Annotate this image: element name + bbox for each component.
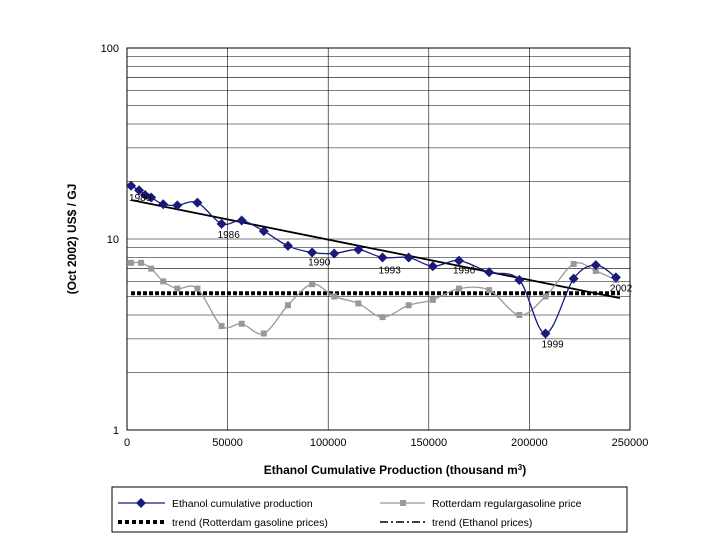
trend-ethanol-line [130,199,621,300]
year-annotation: 1990 [308,257,331,268]
rotterdam-point [128,259,135,266]
rotterdam-point [309,281,316,288]
ethanol-point [610,272,621,283]
rotterdam-point [592,267,599,274]
legend-trend-ethanol-label: trend (Ethanol prices) [432,517,532,529]
x-tick-label: 0 [124,437,130,449]
rotterdam-point [194,285,201,292]
ethanol-point [353,244,364,255]
x-axis-title: Ethanol Cumulative Production (thousand … [264,463,526,478]
rotterdam-point [542,293,549,300]
year-annotation: 1999 [541,340,564,351]
ticks-layer: 0 50000 100000 150000 200000 250000 1 10 100 [101,43,649,449]
legend-rotterdam-label: Rotterdam regulargasoline price [432,498,582,510]
rotterdam-point [355,300,362,307]
year-annotation: 1996 [453,266,476,277]
legend-trend-rotterdam-label: trend (Rotterdam gasoline prices) [172,517,328,529]
y-tick-label: 100 [101,43,119,55]
legend-ethanol-swatch-marker [136,498,146,508]
x-tick-label: 50000 [212,437,243,449]
rotterdam-point [570,260,577,267]
ethanol-point [453,255,464,266]
ethanol-point [403,252,414,263]
year-annotation: 2002 [610,283,633,294]
year-annotation: 1980 [129,193,152,204]
ethanol-point [172,200,183,211]
rotterdam-point [516,312,523,319]
grid-layer [126,47,631,430]
ethanol-point [377,252,388,263]
ethanol-point [146,192,157,203]
rotterdam-point [429,296,436,303]
y-tick-label: 10 [107,234,119,246]
ethanol-point [427,261,438,272]
ethanol-point [307,247,318,258]
legend: Ethanol cumulative production Rotterdam r… [111,486,628,533]
ethanol-point [540,328,551,339]
rotterdam-point [455,285,462,292]
legend-items: Ethanol cumulative production Rotterdam r… [118,498,582,529]
annot-layer: 1980 1986 1990 1993 1996 1999 2002 [129,193,633,351]
ethanol-point [192,197,203,208]
ethanol-point [258,226,269,237]
y-tick-label: 1 [113,425,119,437]
rotterdam-point [138,259,145,266]
legend-ethanol-label: Ethanol cumulative production [172,498,313,510]
year-annotation: 1993 [379,266,402,277]
rotterdam-point [486,287,493,294]
rotterdam-point [160,278,167,285]
ethanol-series-line [130,185,617,335]
rotterdam-point [260,330,267,337]
x-tick-label: 200000 [511,437,548,449]
legend-rotterdam-swatch-marker [400,500,406,506]
ethanol-point [568,273,579,284]
ethanol-point [216,218,227,229]
y-axis-title: (Oct 2002) US$ / GJ [65,184,79,295]
ethanol-point [329,248,340,259]
ethanol-point [514,275,525,286]
ethanol-point [590,260,601,271]
rotterdam-point [148,265,155,272]
rotterdam-point [218,323,225,330]
ethanol-point [158,199,169,210]
series-layer [126,180,621,339]
rotterdam-point [284,302,291,309]
ethanol-point [126,180,137,191]
rotterdam-point [405,302,412,309]
year-annotation: 1986 [218,230,241,241]
ethanol-point [484,267,495,278]
rotterdam-point [238,320,245,327]
ethanol-point [282,240,293,251]
rotterdam-point [379,314,386,321]
legend-box [111,486,628,533]
ethanol-point [134,185,145,196]
x-tick-label: 100000 [310,437,347,449]
x-axis-title-sup: 3 [518,463,523,472]
rotterdam-point [174,285,181,292]
plot-area-border [126,47,631,431]
rotterdam-point [331,293,338,300]
ethanol-point [236,215,247,226]
x-tick-label: 150000 [410,437,447,449]
x-tick-label: 250000 [612,437,649,449]
